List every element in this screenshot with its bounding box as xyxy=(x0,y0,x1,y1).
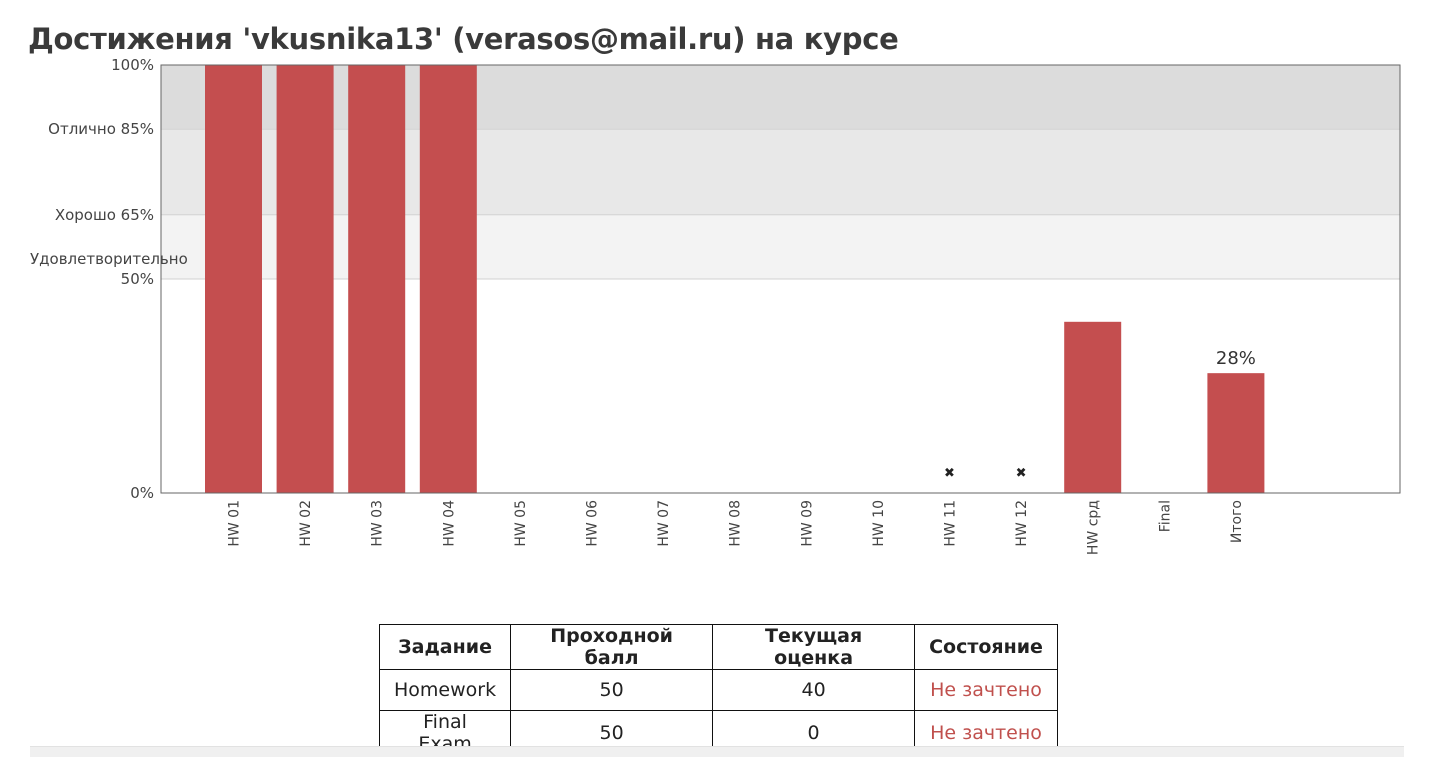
grade-band xyxy=(161,65,1400,130)
header-pass-score: Проходной балл xyxy=(510,624,714,670)
x-tick-label: HW 08 xyxy=(728,500,744,547)
x-tick-label: Итого xyxy=(1229,500,1245,543)
header-current-grade: Текущая оценка xyxy=(712,624,916,670)
x-tick-label: HW 03 xyxy=(370,500,386,547)
data-label: 28% xyxy=(1216,348,1256,369)
y-tick-label: Удовлетворительно xyxy=(30,250,188,268)
unsubmitted-marker-icon: ✖ xyxy=(944,466,955,481)
status-badge: Не зачтено xyxy=(914,669,1058,711)
x-tick-label: HW 06 xyxy=(585,500,601,547)
bar xyxy=(1207,373,1265,493)
grade-band xyxy=(161,214,1400,279)
y-axis-labels: 100% Отлично 85% Хорошо 65% Удовлетворитель… xyxy=(30,56,188,502)
page-title: Достижения 'vkusnika13' (verasos@mail.ru… xyxy=(28,22,899,56)
bar xyxy=(348,65,406,493)
horizontal-scrollbar[interactable] xyxy=(30,746,1404,757)
bar xyxy=(205,65,262,493)
header-task: Задание xyxy=(378,624,512,670)
table-row: Homework 50 40 Не зачтено xyxy=(378,669,1058,711)
x-tick-label: HW 11 xyxy=(943,500,959,547)
x-tick-label: HW 02 xyxy=(298,500,314,547)
plot-frame xyxy=(160,64,1401,494)
grades-table: Задание Проходной балл Текущая оценка Со… xyxy=(378,624,1058,756)
grade-band xyxy=(161,129,1400,215)
x-tick-label: HW срд xyxy=(1086,500,1102,555)
header-status: Состояние xyxy=(914,624,1058,670)
y-tick-label: 100% xyxy=(111,56,154,74)
bar xyxy=(276,65,334,493)
unsubmitted-marker-icon: ✖ xyxy=(1016,466,1027,481)
bar xyxy=(419,65,477,493)
x-tick-label: HW 04 xyxy=(441,500,457,547)
y-tick-label: 0% xyxy=(130,484,154,502)
grade-bands xyxy=(161,65,1400,279)
x-tick-label: HW 01 xyxy=(227,500,243,547)
progress-chart: ✖ ✖ 28% 100% Отлично 85% Хорошо 65% Удовлетво… xyxy=(30,56,1401,555)
x-tick-label: HW 07 xyxy=(656,500,672,547)
x-tick-label: HW 05 xyxy=(513,500,529,547)
x-tick-label: HW 12 xyxy=(1014,500,1030,547)
x-axis-labels: HW 01 HW 02 HW 03 HW 04 HW 05 HW 06 HW 07 HW 08… xyxy=(227,500,1245,555)
table-header-row: Задание Проходной балл Текущая оценка Со… xyxy=(378,624,1058,670)
bar xyxy=(1064,321,1122,493)
x-tick-label: Final xyxy=(1157,500,1173,532)
y-tick-label: Отлично 85% xyxy=(48,120,154,138)
y-tick-label: Хорошо 65% xyxy=(55,206,154,224)
task-name: Homework xyxy=(378,669,512,711)
bars: ✖ ✖ 28% xyxy=(205,65,1265,493)
y-tick-label: 50% xyxy=(121,270,154,288)
current-grade: 40 xyxy=(712,669,916,711)
x-tick-label: HW 10 xyxy=(871,500,887,547)
x-tick-label: HW 09 xyxy=(799,500,815,547)
pass-score: 50 xyxy=(510,669,714,711)
